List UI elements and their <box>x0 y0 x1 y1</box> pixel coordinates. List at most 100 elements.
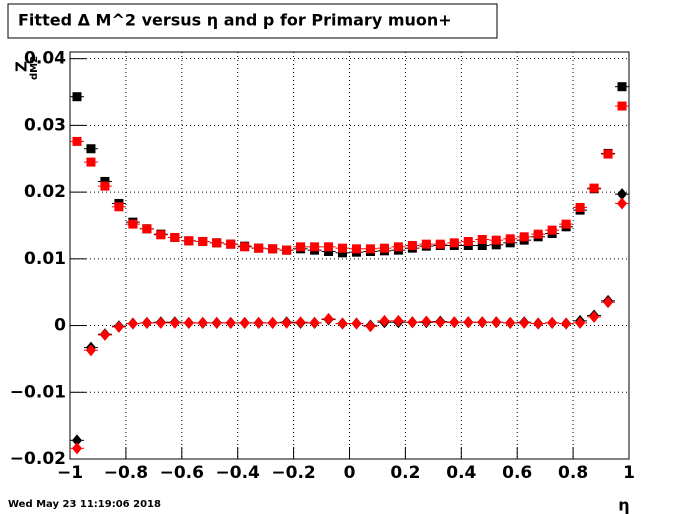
square-marker <box>86 144 96 154</box>
diamond-marker <box>169 316 180 329</box>
square-marker <box>477 240 487 250</box>
y-tick-label: −0.02 <box>10 449 66 469</box>
x-tick-label: 1 <box>623 463 635 483</box>
square-marker <box>421 239 431 249</box>
square-marker <box>463 236 473 246</box>
x-axis-label: η <box>618 496 629 514</box>
diamond-marker <box>365 320 376 333</box>
square-marker <box>142 224 152 234</box>
diamond-marker <box>281 316 292 329</box>
diamond-marker <box>379 314 390 327</box>
square-marker <box>533 229 543 239</box>
diamond-marker <box>435 316 446 329</box>
diamond-marker <box>393 314 404 327</box>
x-tick-label: −1 <box>57 463 83 483</box>
diamond-marker <box>309 316 320 329</box>
square-marker <box>100 176 110 186</box>
square-marker <box>477 234 487 244</box>
square-marker <box>296 242 306 252</box>
square-marker <box>324 242 334 252</box>
title-box <box>7 3 498 39</box>
square-marker <box>212 238 222 248</box>
diamond-marker <box>519 316 530 329</box>
square-marker <box>226 239 236 249</box>
square-marker <box>156 230 166 240</box>
square-marker <box>128 219 138 229</box>
diamond-marker <box>589 310 600 323</box>
diamond-marker <box>561 317 572 330</box>
diamond-marker <box>267 316 278 329</box>
x-tick-label: −0.8 <box>104 463 148 483</box>
diamond-marker <box>239 316 250 329</box>
timestamp: Wed May 23 11:19:06 2018 <box>8 499 161 510</box>
square-marker <box>603 149 613 159</box>
x-tick-label: −0.2 <box>271 463 315 483</box>
square-marker <box>505 234 515 244</box>
square-marker <box>351 244 361 254</box>
chart-title: Fitted Δ M^2 versus η and p for Primary … <box>18 11 452 30</box>
square-marker <box>72 136 82 146</box>
x-tick-label: 0.6 <box>502 463 532 483</box>
diamond-marker <box>491 316 502 329</box>
square-marker <box>184 236 194 246</box>
square-marker <box>100 181 110 191</box>
diamond-marker <box>71 434 82 447</box>
square-marker <box>575 202 585 212</box>
square-marker <box>491 240 501 250</box>
square-marker <box>407 240 417 250</box>
square-marker <box>617 82 627 92</box>
square-marker <box>198 236 208 246</box>
square-marker <box>589 183 599 193</box>
diamond-marker <box>127 317 138 330</box>
diamond-marker <box>85 344 96 357</box>
diamond-marker <box>505 316 516 329</box>
diamond-marker <box>351 317 362 330</box>
x-tick-label: 0.2 <box>390 463 420 483</box>
square-marker <box>519 232 529 242</box>
y-tick-label: 0.03 <box>24 115 66 135</box>
square-marker <box>547 225 557 235</box>
square-marker <box>435 239 445 249</box>
diamond-marker <box>99 328 110 341</box>
y-axis-label: Z dM2 <box>13 56 41 80</box>
plot-frame <box>69 51 630 460</box>
y-tick-label: 0.02 <box>24 182 66 202</box>
square-marker <box>338 243 348 253</box>
diamond-marker <box>337 317 348 330</box>
diamond-marker <box>295 316 306 329</box>
x-tick-label: −0.6 <box>160 463 204 483</box>
square-marker <box>393 242 403 252</box>
diamond-marker <box>253 316 264 329</box>
square-marker <box>86 157 96 167</box>
diamond-marker <box>477 316 488 329</box>
diamond-marker <box>617 197 628 210</box>
square-marker <box>338 248 348 258</box>
square-marker <box>254 243 264 253</box>
diamond-marker <box>155 316 166 329</box>
y-tick-label: 0.01 <box>24 249 66 269</box>
diamond-marker <box>197 316 208 329</box>
diamond-marker <box>617 188 628 201</box>
diamond-marker <box>323 312 334 325</box>
diamond-marker <box>421 315 432 328</box>
square-marker <box>114 202 124 212</box>
square-marker <box>268 244 278 254</box>
y-axis-label-sub: dM2 <box>29 56 40 80</box>
square-marker <box>617 101 627 111</box>
diamond-marker <box>183 316 194 329</box>
square-marker <box>72 92 82 102</box>
square-marker <box>561 219 571 229</box>
square-marker <box>324 246 334 256</box>
diamond-marker <box>533 317 544 330</box>
diamond-marker <box>449 316 460 329</box>
y-tick-label: −0.01 <box>10 382 66 402</box>
x-tick-label: 0.8 <box>558 463 588 483</box>
x-tick-label: −0.4 <box>216 463 261 483</box>
square-marker <box>365 244 375 254</box>
diamond-marker <box>575 316 586 329</box>
square-marker <box>310 242 320 252</box>
square-marker <box>170 232 180 242</box>
square-marker <box>282 245 292 255</box>
square-marker <box>379 243 389 253</box>
